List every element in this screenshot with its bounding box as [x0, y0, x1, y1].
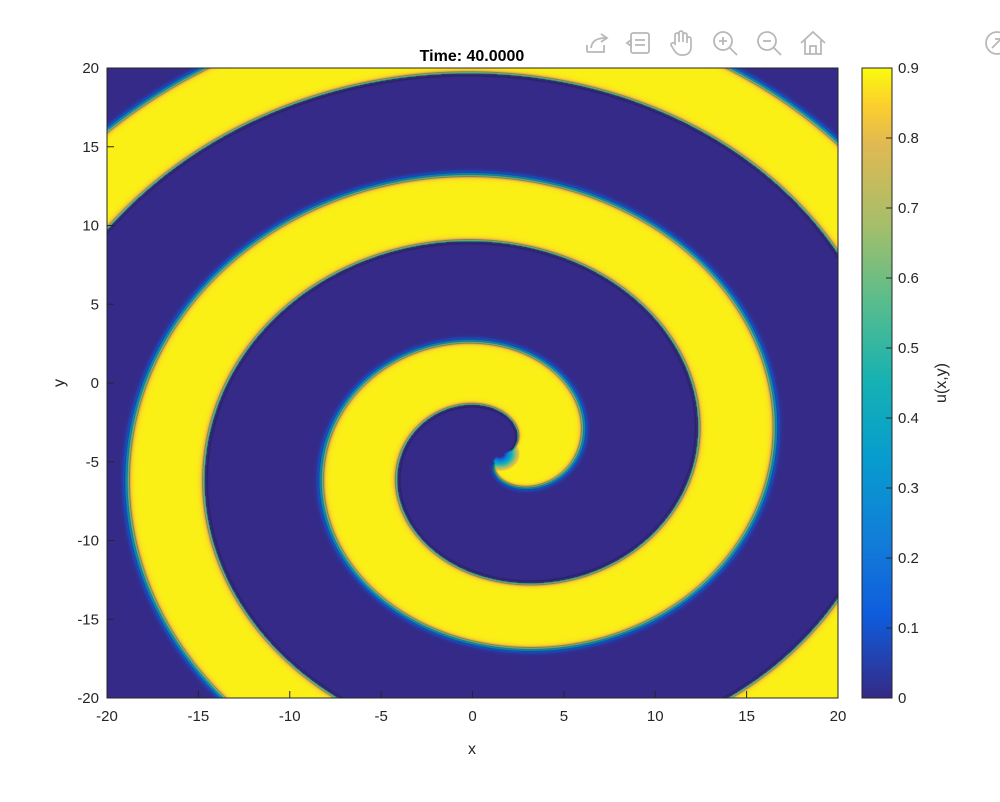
y-tick-label: -10	[77, 533, 99, 550]
y-tick-label: -15	[77, 611, 99, 628]
colorbar-box	[861, 67, 893, 699]
export-icon[interactable]	[580, 26, 614, 60]
spiral-field-image	[107, 68, 838, 698]
y-tick-label: 20	[82, 60, 99, 77]
y-tick-label: 0	[91, 375, 99, 392]
y-axis-label: y	[51, 379, 68, 387]
y-tick-label: 15	[82, 139, 99, 156]
y-tick-label: 10	[82, 218, 99, 235]
y-tick-label: 5	[91, 296, 99, 313]
x-axis: -20 -15 -10 -5 0 5 10 15 20	[96, 691, 846, 725]
x-tick-label: -20	[96, 708, 118, 725]
chart-title: Time: 40.0000	[420, 48, 525, 65]
x-tick-label: 10	[647, 708, 664, 725]
colorbar-tick-label: 0.2	[898, 550, 919, 567]
colorbar-tick-label: 0.8	[898, 130, 919, 147]
x-tick-label: -10	[279, 708, 301, 725]
colorbar-tick-label: 0.5	[898, 340, 919, 357]
y-tick-label: -5	[86, 454, 99, 471]
x-tick-label: -15	[188, 708, 210, 725]
colorbar-label: u(x,y)	[933, 363, 950, 403]
zoom-in-icon[interactable]	[708, 26, 742, 60]
x-tick-label: 20	[830, 708, 847, 725]
x-tick-label: 15	[738, 708, 755, 725]
x-tick-label: 5	[560, 708, 568, 725]
plot-area[interactable]	[106, 67, 839, 699]
colorbar-tick-label: 0.3	[898, 480, 919, 497]
pan-hand-icon[interactable]	[664, 26, 698, 60]
colorbar-tick-label: 0.6	[898, 270, 919, 287]
colorbar-tick-label: 0.4	[898, 410, 919, 427]
x-tick-label: -5	[374, 708, 387, 725]
y-axis: -20 -15 -10 -5 0 5 10 15 20	[77, 60, 114, 707]
zoom-out-icon[interactable]	[752, 26, 786, 60]
colorbar-ticks: 0 0.1 0.2 0.3 0.4 0.5 0.6 0.7 0.8 0.9	[886, 60, 919, 707]
x-tick-label: 0	[468, 708, 476, 725]
data-tips-icon[interactable]	[622, 26, 656, 60]
home-restore-view-icon[interactable]	[796, 26, 830, 60]
colorbar[interactable]	[861, 67, 893, 699]
y-tick-label: -20	[77, 690, 99, 707]
colorbar-tick-label: 0.1	[898, 620, 919, 637]
colorbar-tick-label: 0.7	[898, 200, 919, 217]
colorbar-tick-label: 0	[898, 690, 906, 707]
x-axis-label: x	[468, 741, 476, 758]
colorbar-gradient	[862, 68, 892, 698]
colorbar-tick-label: 0.9	[898, 60, 919, 77]
